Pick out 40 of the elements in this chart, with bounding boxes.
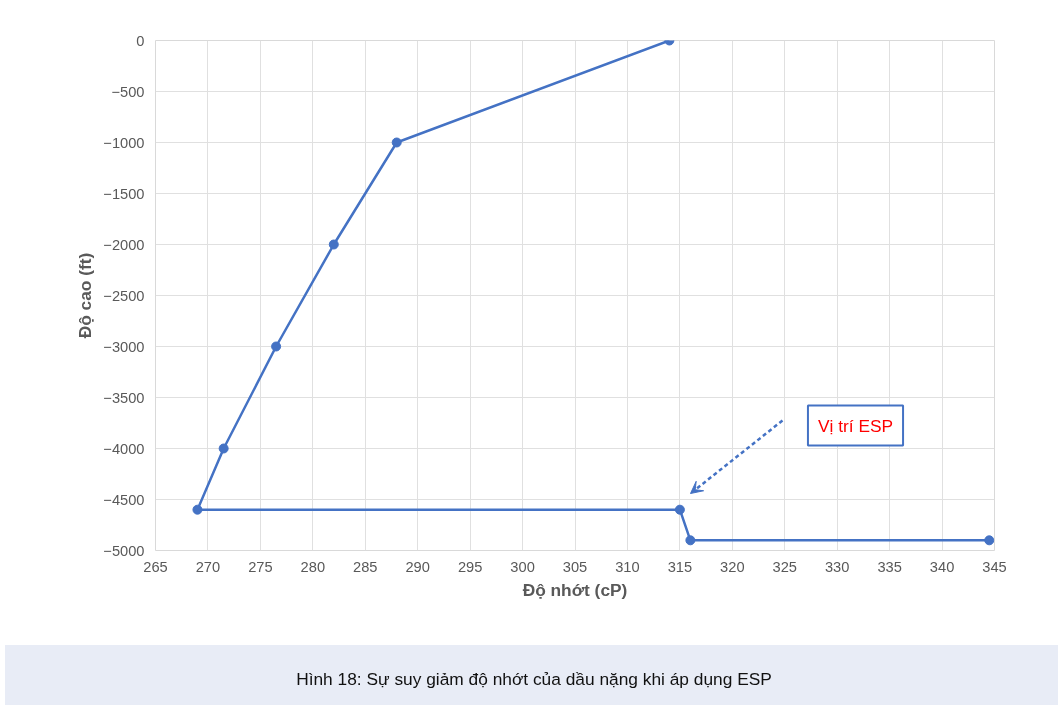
- point: [328, 239, 339, 250]
- y-tick-label: −3500: [103, 389, 145, 406]
- y-tick-label: −500: [111, 83, 145, 100]
- x-tick-label: 310: [615, 558, 640, 575]
- y-tick-label: −4500: [103, 491, 145, 508]
- x-axis-title: Độ nhớt (cP): [522, 579, 628, 600]
- y-tick-label: −2500: [103, 287, 145, 304]
- x-tick-label: 275: [248, 558, 273, 575]
- x-tick-label: 270: [195, 558, 221, 575]
- x-tick-label: 265: [143, 558, 168, 575]
- y-tick-label: −4000: [103, 440, 145, 457]
- y-axis-title: Độ cao (ft): [75, 252, 96, 339]
- x-tick-label: 345: [982, 558, 1007, 575]
- y-tick-label: −2000: [103, 236, 145, 253]
- y-tick-label: −3000: [103, 338, 145, 355]
- y-tick-label: −1000: [103, 134, 145, 151]
- annotation: Vị trí ESP: [817, 415, 894, 436]
- text: Hình 18: Sự suy giảm độ nhớt của dầu nặng khi áp dụng ESP: [296, 668, 772, 691]
- x-tick-label: 320: [720, 558, 745, 575]
- x-tick-label: 295: [457, 558, 483, 575]
- point: [218, 443, 229, 454]
- x-tick-label: 315: [667, 558, 693, 575]
- x-tick-label: 305: [562, 558, 588, 575]
- x-tick-label: 340: [929, 558, 955, 575]
- point: [271, 341, 282, 352]
- x-tick-label: 280: [300, 558, 326, 575]
- x-tick-label: 325: [772, 558, 797, 575]
- x-tick-label: 285: [353, 558, 378, 575]
- y-tick-label: −1500: [103, 185, 145, 202]
- point: [685, 535, 696, 546]
- x-tick-label: 330: [824, 558, 850, 575]
- y-tick-label: 0: [136, 32, 145, 49]
- point: [984, 535, 995, 546]
- point: [674, 504, 685, 515]
- point: [391, 137, 402, 148]
- x-tick-label: 335: [877, 558, 902, 575]
- x-tick-label: 300: [510, 558, 535, 575]
- y-tick-label: −5000: [103, 542, 145, 559]
- x-tick-label: 290: [405, 558, 430, 575]
- point: [192, 504, 203, 515]
